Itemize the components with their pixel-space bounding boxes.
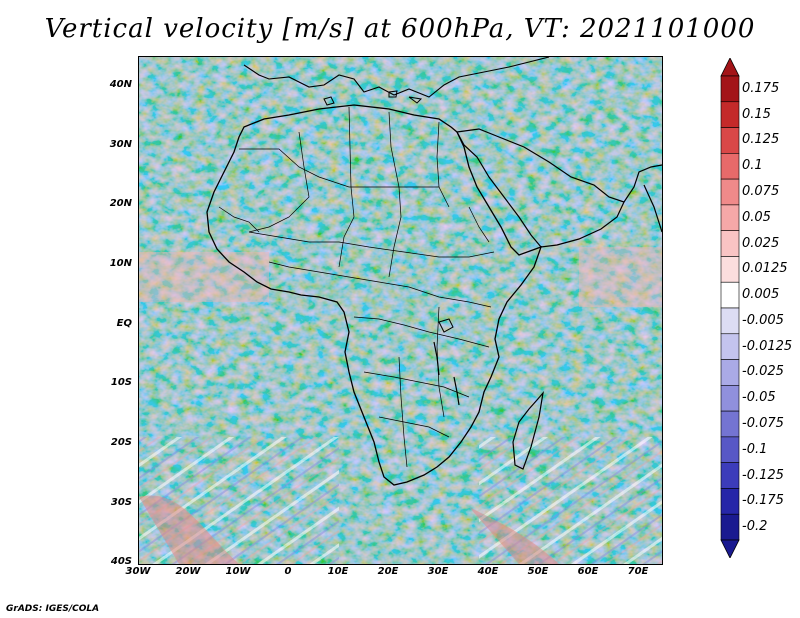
colorbar	[720, 58, 740, 558]
itcz-band-indian	[579, 247, 662, 307]
colorbar-label: 0.005	[742, 287, 780, 303]
colorbar-label: -0.2	[742, 519, 768, 535]
lat-label-40n: 40N	[109, 79, 132, 90]
lon-label-60e: 60E	[577, 566, 599, 577]
colorbar-segment	[720, 307, 740, 335]
lat-label-40s: 40S	[110, 556, 132, 567]
colorbar-segment	[720, 178, 740, 206]
colorbar-label: -0.005	[742, 312, 784, 328]
lat-label-30n: 30N	[109, 139, 132, 150]
europe-coastline	[243, 57, 550, 98]
colorbar-label: -0.025	[742, 364, 784, 380]
colorbar-label: 0.125	[742, 132, 780, 148]
madagascar-outline	[512, 390, 544, 470]
lon-label-20w: 20W	[175, 566, 201, 577]
mediterranean-islands	[323, 90, 423, 106]
colorbar-label: 0.175	[742, 80, 780, 96]
lat-label-20n: 20N	[109, 198, 132, 209]
colorbar-segment	[720, 333, 740, 360]
colorbar-segment	[720, 101, 740, 128]
lat-label-30s: 30S	[110, 497, 132, 508]
colorbar-label: 0.075	[742, 184, 780, 199]
lon-label-10e: 10E	[327, 566, 349, 577]
colorbar-label: -0.125	[742, 467, 784, 483]
lon-label-50e: 50E	[527, 566, 549, 577]
colorbar-segment	[720, 230, 740, 257]
colorbar-label: -0.1	[742, 441, 768, 457]
lat-label-10s: 10S	[110, 377, 132, 388]
colorbar-segment	[720, 127, 740, 154]
colorbar-label: -0.175	[742, 493, 784, 509]
lake-malawi	[453, 376, 460, 406]
itcz-band-atlantic	[139, 252, 269, 302]
colorbar-label: 0.15	[742, 106, 771, 122]
colorbar-segment	[720, 256, 740, 283]
india-coastline	[643, 184, 662, 233]
colorbar-top-arrow	[720, 58, 740, 77]
colorbar-segment	[720, 436, 740, 463]
africa-coastline	[206, 104, 543, 486]
chart-title: Vertical velocity [m/s] at 600hPa, VT: 2…	[44, 14, 756, 44]
lake-tanganyika	[433, 341, 440, 376]
lon-label-30w: 30W	[125, 566, 151, 577]
colorbar-segment	[720, 410, 740, 438]
lon-label-10w: 10W	[225, 566, 251, 577]
frontal-zone-sw	[139, 495, 239, 564]
colorbar-segment	[720, 281, 740, 309]
colorbar-label: 0.05	[742, 209, 771, 225]
colorbar-label: 0.1	[742, 158, 763, 174]
colorbar-label: -0.05	[742, 390, 776, 406]
asia-coastline	[623, 164, 662, 203]
map-plot-area	[138, 56, 663, 565]
lon-label-40e: 40E	[477, 566, 499, 577]
frontal-zone-se	[469, 507, 559, 564]
lon-label-20e: 20E	[377, 566, 399, 577]
colorbar-segment	[720, 488, 740, 515]
colorbar-segment	[720, 513, 740, 541]
country-borders	[218, 106, 495, 468]
colorbar-label: 0.0125	[742, 261, 788, 277]
colorbar-bottom-arrow	[720, 539, 740, 558]
lon-label-70e: 70E	[627, 566, 649, 577]
lake-victoria	[438, 318, 454, 333]
lat-label-20s: 20S	[110, 437, 132, 448]
colorbar-segment	[720, 462, 740, 489]
lon-label-0: 0	[284, 566, 292, 577]
grads-credit: GrADS: IGES/COLA	[6, 604, 100, 614]
colorbar-label: -0.075	[742, 416, 784, 431]
colorbar-segment	[720, 204, 740, 231]
arabia-coastline	[456, 128, 625, 248]
lat-label-10n: 10N	[109, 258, 132, 269]
colorbar-segment	[720, 153, 740, 180]
colorbar-segment	[720, 359, 740, 386]
colorbar-label: -0.0125	[742, 338, 793, 354]
map-canvas	[139, 57, 662, 564]
colorbar-label: 0.025	[742, 235, 780, 251]
lon-label-30e: 30E	[427, 566, 449, 577]
lat-label-eq: EQ	[116, 318, 132, 329]
colorbar-segment	[720, 385, 740, 412]
colorbar-segment	[720, 75, 740, 103]
